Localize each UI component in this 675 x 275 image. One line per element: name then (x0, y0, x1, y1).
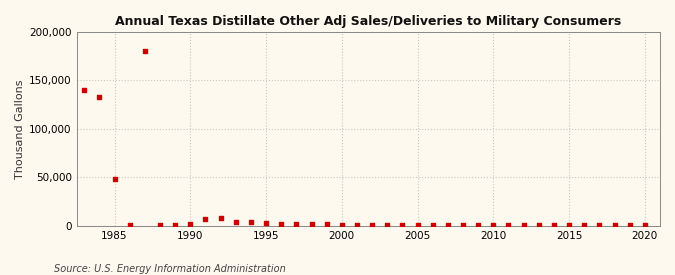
Point (443, 223, 454, 227)
Point (246, 220, 256, 224)
Title: Annual Texas Distillate Other Adj Sales/Deliveries to Military Consumers: Annual Texas Distillate Other Adj Sales/… (115, 15, 622, 28)
Point (291, 222, 302, 227)
Point (533, 223, 544, 227)
Point (427, 223, 438, 227)
Point (155, 223, 165, 228)
Point (609, 223, 620, 227)
Point (397, 223, 408, 227)
Point (200, 217, 211, 221)
Point (503, 223, 514, 227)
Point (579, 223, 590, 227)
Point (594, 223, 605, 227)
Point (321, 222, 332, 227)
Point (230, 220, 241, 224)
Point (639, 223, 650, 227)
Point (261, 221, 271, 225)
Text: Source: U.S. Energy Information Administration: Source: U.S. Energy Information Administ… (54, 264, 286, 274)
Point (94, 95, 105, 99)
Point (549, 223, 560, 227)
Point (458, 223, 468, 227)
Point (169, 223, 180, 228)
Point (488, 223, 499, 227)
Y-axis label: Thousand Gallons: Thousand Gallons (15, 79, 25, 179)
Point (518, 223, 529, 227)
Point (336, 222, 347, 227)
Point (306, 222, 317, 227)
Point (472, 223, 483, 227)
Point (79, 88, 90, 92)
Point (564, 223, 574, 227)
Point (109, 177, 120, 182)
Point (624, 223, 635, 227)
Point (352, 222, 362, 227)
Point (382, 222, 393, 227)
Point (185, 222, 196, 226)
Point (367, 222, 377, 227)
Point (124, 223, 135, 228)
Point (412, 223, 423, 227)
Point (140, 49, 151, 54)
Point (215, 216, 226, 220)
Point (276, 222, 287, 227)
